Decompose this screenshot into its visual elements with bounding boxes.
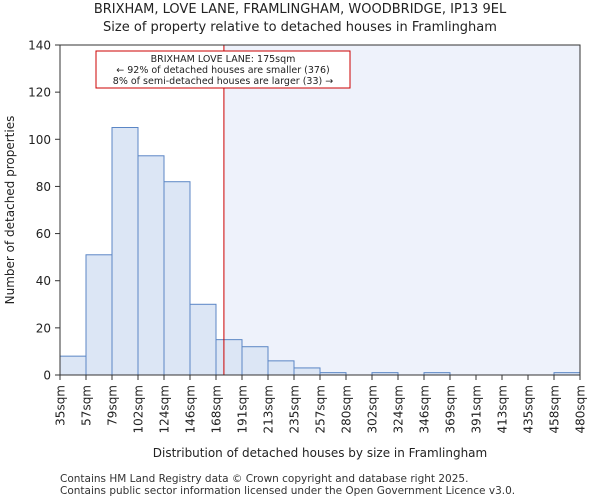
x-axis-label: Distribution of detached houses by size … [153, 446, 487, 460]
x-tick-label: 280sqm [340, 385, 354, 433]
x-tick-label: 458sqm [548, 385, 562, 433]
x-tick-label: 235sqm [288, 385, 302, 433]
plot-frame [59, 44, 581, 376]
y-tick-label: 120 [28, 86, 51, 100]
y-tick-label: 80 [36, 180, 51, 194]
footer-line-2: Contains public sector information licen… [60, 485, 516, 497]
bar-168sqm [215, 339, 243, 376]
x-tick-label: 102sqm [132, 385, 146, 433]
footer-line-1: Contains HM Land Registry data © Crown c… [60, 473, 469, 485]
x-tick-label: 124sqm [158, 385, 172, 433]
x-tick-label: 213sqm [262, 385, 276, 433]
y-tick-label: 40 [36, 274, 51, 288]
x-tick-label: 413sqm [496, 385, 510, 433]
x-tick-label: 435sqm [522, 385, 536, 433]
annotation-line-3: 8% of semi-detached houses are larger (3… [113, 76, 333, 87]
bar-57sqm [85, 254, 113, 376]
y-tick-label: 20 [36, 321, 51, 335]
x-tick-label: 191sqm [236, 385, 250, 433]
chart-title: BRIXHAM, LOVE LANE, FRAMLINGHAM, WOODBRI… [93, 2, 507, 17]
x-tick-label: 480sqm [574, 385, 588, 433]
x-tick-label: 35sqm [54, 385, 68, 426]
larger-region-shade [223, 45, 581, 375]
y-tick-label: 100 [28, 133, 51, 147]
annotation-line-1: BRIXHAM LOVE LANE: 175sqm [151, 54, 296, 65]
bar-79sqm [111, 127, 139, 376]
bar-102sqm [137, 155, 165, 376]
x-tick-label: 346sqm [418, 385, 432, 433]
y-tick-label: 60 [36, 227, 51, 241]
y-tick-label: 0 [43, 369, 51, 383]
x-tick-label: 324sqm [392, 385, 406, 433]
y-tick-label: 140 [28, 39, 51, 53]
x-tick-label: 302sqm [366, 385, 380, 433]
bar-146sqm [189, 303, 217, 376]
x-tick-label: 257sqm [314, 385, 328, 433]
x-tick-label: 168sqm [210, 385, 224, 433]
bar-35sqm [59, 355, 87, 376]
chart-subtitle: Size of property relative to detached ho… [103, 20, 497, 35]
bar-213sqm [267, 360, 295, 376]
x-tick-label: 391sqm [470, 385, 484, 433]
y-axis-label: Number of detached properties [3, 116, 17, 305]
bar-191sqm [241, 346, 269, 376]
bar-235sqm [293, 367, 321, 376]
x-tick-label: 79sqm [106, 385, 120, 426]
annotation-box: BRIXHAM LOVE LANE: 175sqm ← 92% of detac… [95, 50, 351, 89]
x-tick-label: 57sqm [80, 385, 94, 426]
x-tick-label: 146sqm [184, 385, 198, 433]
annotation-line-2: ← 92% of detached houses are smaller (37… [116, 65, 329, 76]
x-tick-label: 369sqm [444, 385, 458, 433]
bar-124sqm [163, 181, 191, 376]
